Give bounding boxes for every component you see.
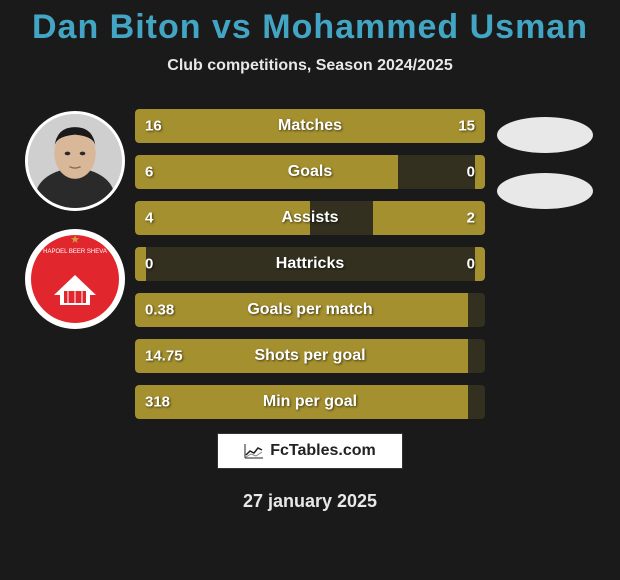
date-label: 27 january 2025	[243, 491, 377, 512]
player-left-column: ★ HAPOEL BEER SHEVA	[15, 101, 135, 329]
stat-label: Min per goal	[263, 393, 357, 411]
stat-left-value: 14.75	[145, 348, 183, 365]
stat-right-value: 0	[467, 256, 475, 273]
stat-row-hattricks: 0 Hattricks 0	[135, 247, 485, 281]
stat-row-spg: 14.75 Shots per goal	[135, 339, 485, 373]
badge-stadium-icon	[50, 267, 100, 307]
bar-left-fill	[135, 247, 146, 281]
brand-logo: FcTables.com	[217, 433, 403, 469]
stat-row-gpm: 0.38 Goals per match	[135, 293, 485, 327]
player-left-club-badge: ★ HAPOEL BEER SHEVA	[25, 229, 125, 329]
bar-left-fill	[135, 155, 398, 189]
stat-left-value: 0	[145, 256, 153, 273]
stat-row-goals: 6 Goals 0	[135, 155, 485, 189]
comparison-main: ★ HAPOEL BEER SHEVA 16 Matches	[0, 101, 620, 419]
stat-label: Matches	[278, 117, 342, 135]
stat-right-value: 2	[467, 210, 475, 227]
player-right-badge-placeholder	[497, 173, 593, 209]
stat-left-value: 4	[145, 210, 153, 227]
player-left-avatar	[25, 111, 125, 211]
stat-row-matches: 16 Matches 15	[135, 109, 485, 143]
brand-text: FcTables.com	[270, 442, 376, 460]
stat-label: Shots per goal	[254, 347, 365, 365]
stat-label: Assists	[282, 209, 339, 227]
player-right-column	[485, 101, 605, 209]
stat-right-value: 0	[467, 164, 475, 181]
stat-right-value: 15	[458, 118, 475, 135]
bar-right-fill	[475, 247, 486, 281]
stat-bars: 16 Matches 15 6 Goals 0 4 Assists 2	[135, 101, 485, 419]
stat-left-value: 16	[145, 118, 162, 135]
stat-row-assists: 4 Assists 2	[135, 201, 485, 235]
bar-right-fill	[475, 155, 486, 189]
stat-left-value: 318	[145, 394, 170, 411]
chart-icon	[244, 443, 264, 459]
stat-label: Goals	[288, 163, 332, 181]
player-right-avatar-placeholder	[497, 117, 593, 153]
badge-club-name: HAPOEL BEER SHEVA	[31, 249, 119, 255]
stat-left-value: 6	[145, 164, 153, 181]
stat-label: Hattricks	[276, 255, 344, 273]
badge-star-icon: ★	[70, 233, 80, 246]
page-title: Dan Biton vs Mohammed Usman	[32, 8, 588, 47]
stat-row-mpg: 318 Min per goal	[135, 385, 485, 419]
stat-left-value: 0.38	[145, 302, 174, 319]
stat-label: Goals per match	[247, 301, 372, 319]
page-subtitle: Club competitions, Season 2024/2025	[167, 57, 452, 75]
